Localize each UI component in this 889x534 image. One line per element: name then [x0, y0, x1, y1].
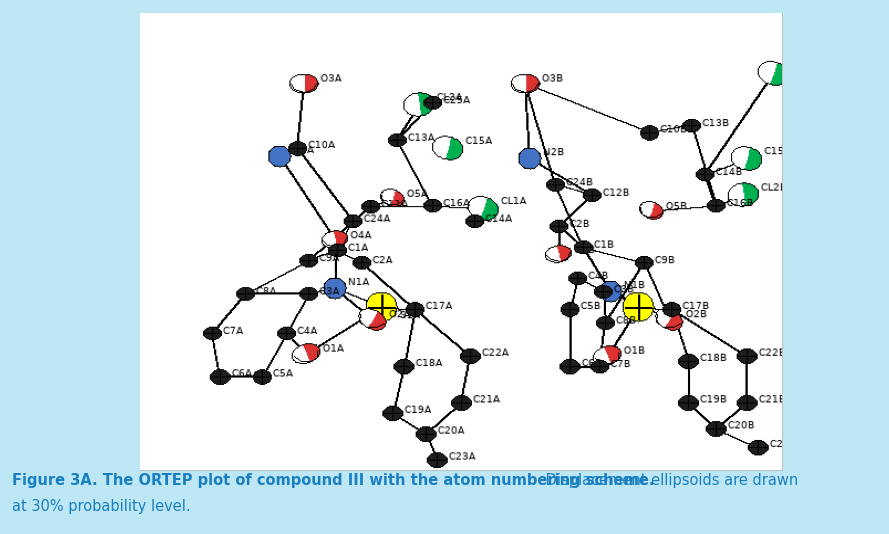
Text: Figure 3A. The ORTEP plot of compound III with the atom numbering scheme.: Figure 3A. The ORTEP plot of compound II…: [12, 473, 654, 488]
Text: at 30% probability level.: at 30% probability level.: [12, 499, 190, 514]
Text: Displacement ellipsoids are drawn: Displacement ellipsoids are drawn: [541, 473, 797, 488]
FancyBboxPatch shape: [140, 13, 782, 470]
